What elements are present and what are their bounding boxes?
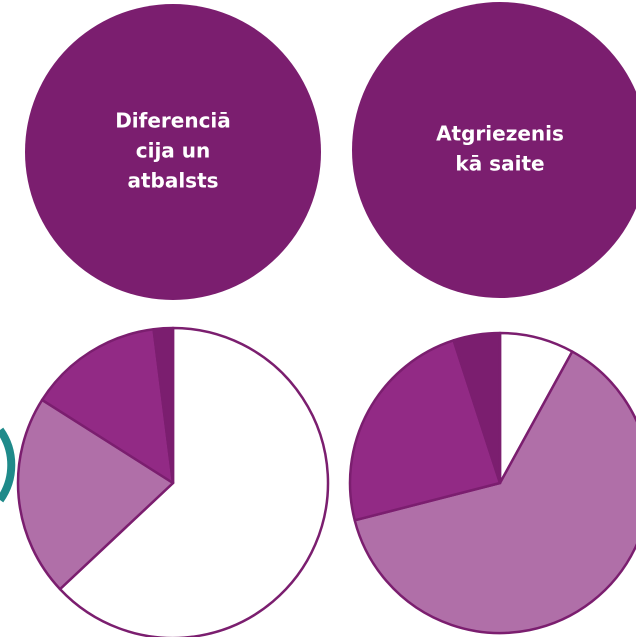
pie-slice (40, 327, 175, 485)
pie-charts (16, 326, 636, 637)
topic-circle (25, 4, 321, 300)
topic-label: cija un (136, 139, 211, 163)
pie-slice (348, 339, 502, 522)
top-circles: Diferenciā cija un atbalsts Atgriezenis kā s… (25, 2, 636, 300)
topic-label: Atgriezenis (436, 122, 564, 146)
pie-slice (452, 331, 502, 485)
topic-label: kā saite (455, 152, 544, 176)
topic-label: atbalsts (127, 169, 218, 193)
pie-slice (58, 326, 330, 637)
pie-slice (353, 350, 636, 635)
teal-edge-arc (0, 427, 16, 503)
topic-label: Diferenciā (115, 109, 231, 133)
topic-circle (352, 2, 636, 298)
pie-slice (152, 326, 175, 485)
pie-slice (16, 398, 175, 591)
